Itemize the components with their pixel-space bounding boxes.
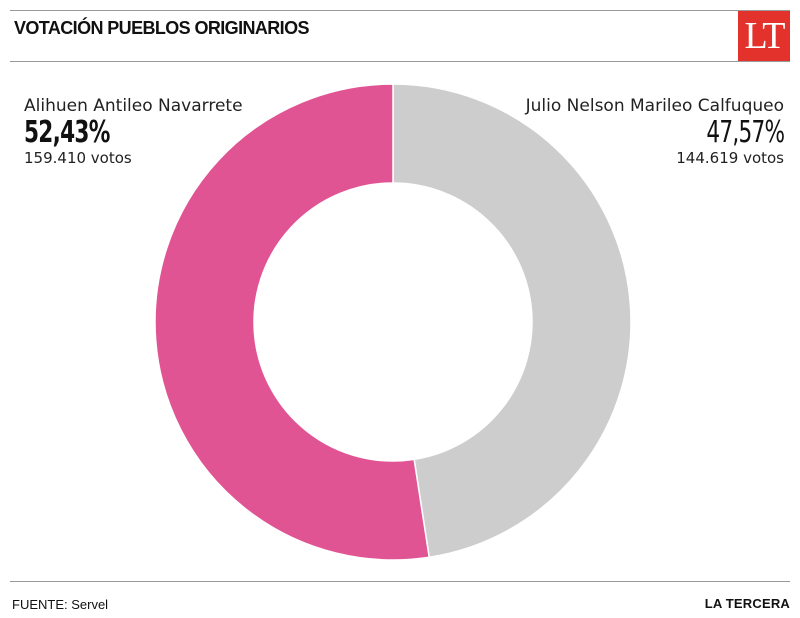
candidate-percent: 47,57%: [705, 115, 785, 150]
source-note: FUENTE: Servel: [12, 597, 109, 612]
la-tercera-logo: LT: [738, 11, 790, 61]
donut-hole: [254, 183, 532, 461]
label-candidate-antileo: Alihuen Antileo Navarrete 52,43% 159.410…: [24, 96, 243, 166]
candidate-name: Alihuen Antileo Navarrete: [24, 96, 243, 116]
label-candidate-marileo: Julio Nelson Marileo Calfuqueo 47,57% 14…: [525, 96, 785, 167]
donut-slice-antileo: [154, 83, 431, 561]
candidate-votes: 144.619 votos: [676, 149, 784, 167]
candidate-votes: 159.410 votos: [24, 149, 132, 167]
candidate-percent: 52,43%: [24, 115, 110, 150]
bottom-rule: [10, 581, 790, 582]
candidate-name: Julio Nelson Marileo Calfuqueo: [525, 96, 784, 116]
headline-rule: [10, 61, 790, 62]
brand-name: LA TERCERA: [704, 596, 790, 611]
logo-text: LT: [744, 15, 786, 57]
top-rule: [10, 10, 790, 11]
chart-title: VOTACIÓN PUEBLOS ORIGINARIOS: [14, 18, 309, 38]
